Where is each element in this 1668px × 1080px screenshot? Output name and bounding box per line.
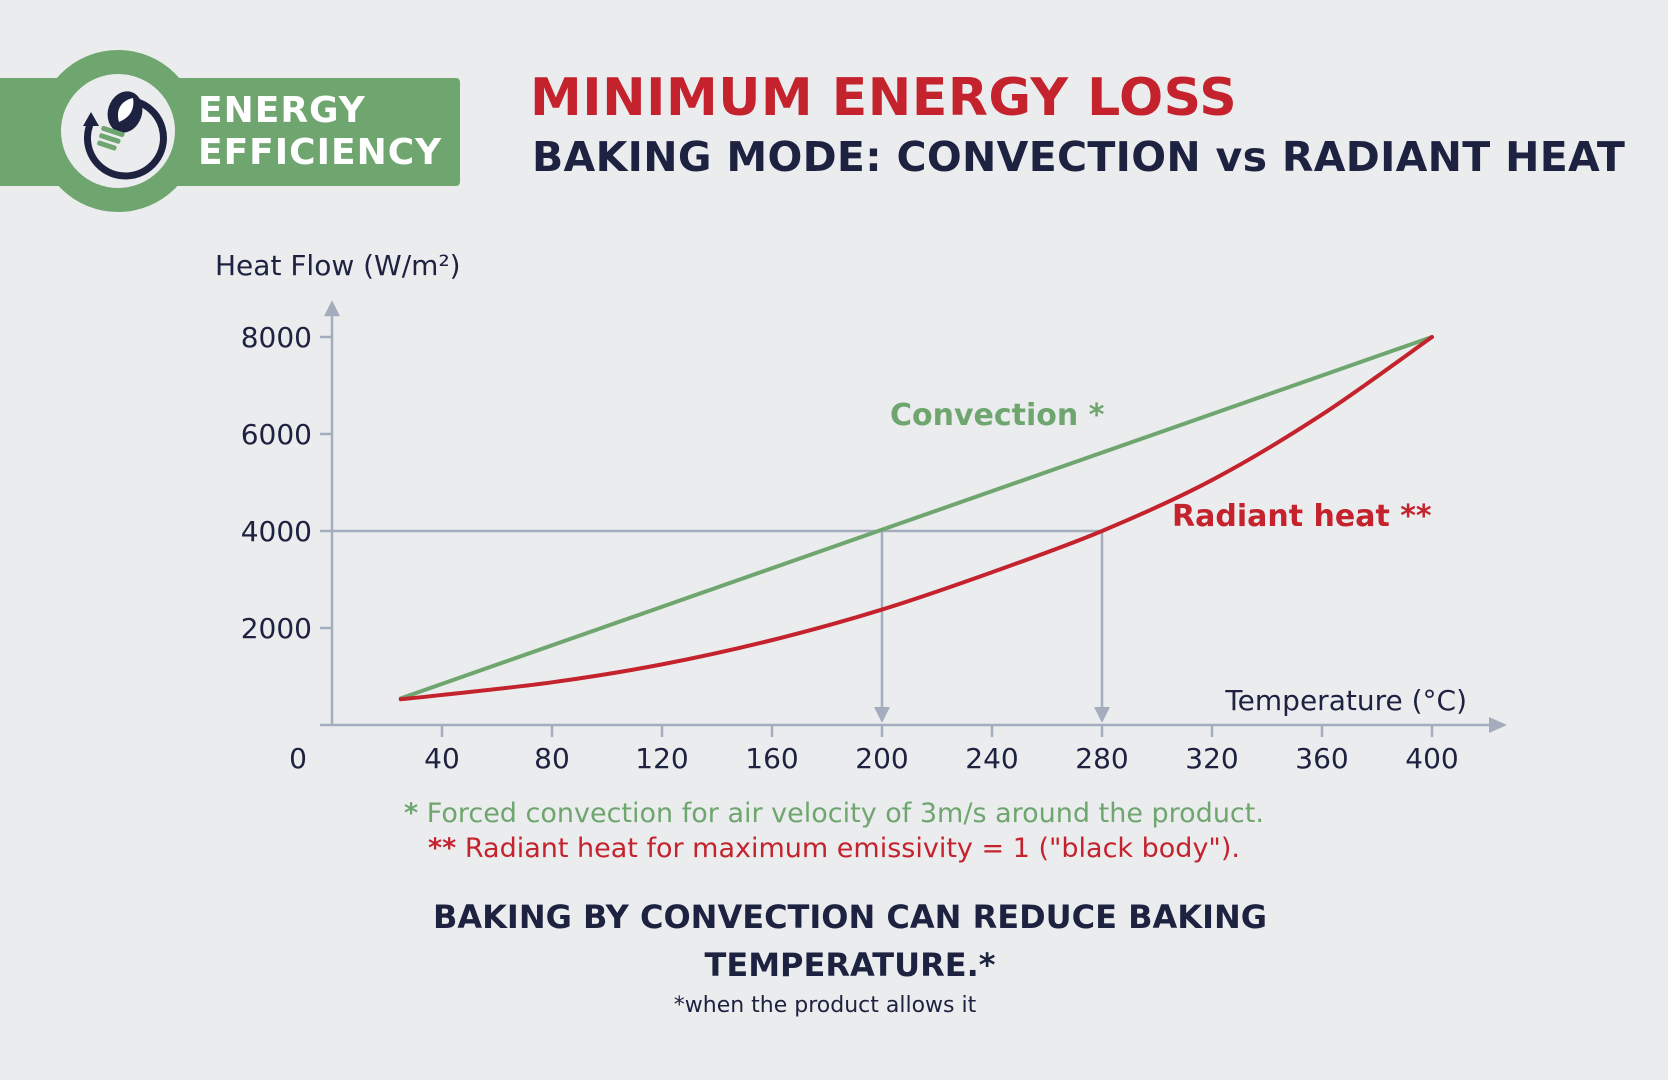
- page-title: MINIMUM ENERGY LOSS: [530, 68, 1238, 128]
- x-tick-label: 80: [534, 742, 570, 775]
- series-label-radiant: Radiant heat **: [1172, 499, 1432, 534]
- series-line-radiant: [398, 335, 1434, 702]
- footnote-radiant-mark: **: [428, 833, 457, 864]
- conclusion-note: *when the product allows it: [673, 993, 977, 1018]
- x-tick-label: 0: [289, 742, 307, 775]
- series-label-convection: Convection *: [890, 398, 1105, 433]
- badge-label-energy: ENERGY: [198, 90, 366, 131]
- footnote-convection-mark: *: [404, 798, 419, 829]
- x-tick-label: 400: [1405, 742, 1458, 775]
- reference-arrow: [874, 707, 890, 723]
- y-tick-label: 6000: [241, 418, 312, 451]
- footnote-radiant: ** Radiant heat for maximum emissivity =…: [0, 833, 1668, 864]
- y-axis-label: Heat Flow (W/m²): [215, 249, 461, 282]
- badge-label-efficiency: EFFICIENCY: [198, 132, 443, 173]
- x-tick-label: 160: [745, 742, 798, 775]
- conclusion-line-2: TEMPERATURE.*: [704, 946, 996, 984]
- footnote-convection: * Forced convection for air velocity of …: [0, 798, 1668, 829]
- y-tick-label: 4000: [241, 515, 312, 548]
- x-tick-label: 280: [1075, 742, 1128, 775]
- x-tick-label: 360: [1295, 742, 1348, 775]
- footnote-radiant-text: Radiant heat for maximum emissivity = 1 …: [464, 833, 1240, 864]
- x-tick-label: 240: [965, 742, 1018, 775]
- lightbulb-leaf-cycle-icon: [83, 91, 167, 180]
- y-tick-label: 8000: [241, 321, 312, 354]
- conclusion-line-1: BAKING BY CONVECTION CAN REDUCE BAKING: [432, 898, 1268, 936]
- page-subtitle: BAKING MODE: CONVECTION vs RADIANT HEAT: [532, 133, 1626, 181]
- y-axis-arrow: [324, 300, 340, 317]
- footnote-convection-text: Forced convection for air velocity of 3m…: [426, 798, 1264, 829]
- y-tick-label: 2000: [241, 612, 312, 645]
- x-axis-label: Temperature (°C): [1224, 684, 1467, 717]
- x-tick-label: 120: [635, 742, 688, 775]
- x-tick-label: 40: [424, 742, 460, 775]
- x-tick-label: 320: [1185, 742, 1238, 775]
- reference-arrow: [1094, 707, 1110, 723]
- x-axis-arrow: [1489, 717, 1507, 733]
- series-line-convection: [398, 335, 1434, 701]
- x-tick-label: 200: [855, 742, 908, 775]
